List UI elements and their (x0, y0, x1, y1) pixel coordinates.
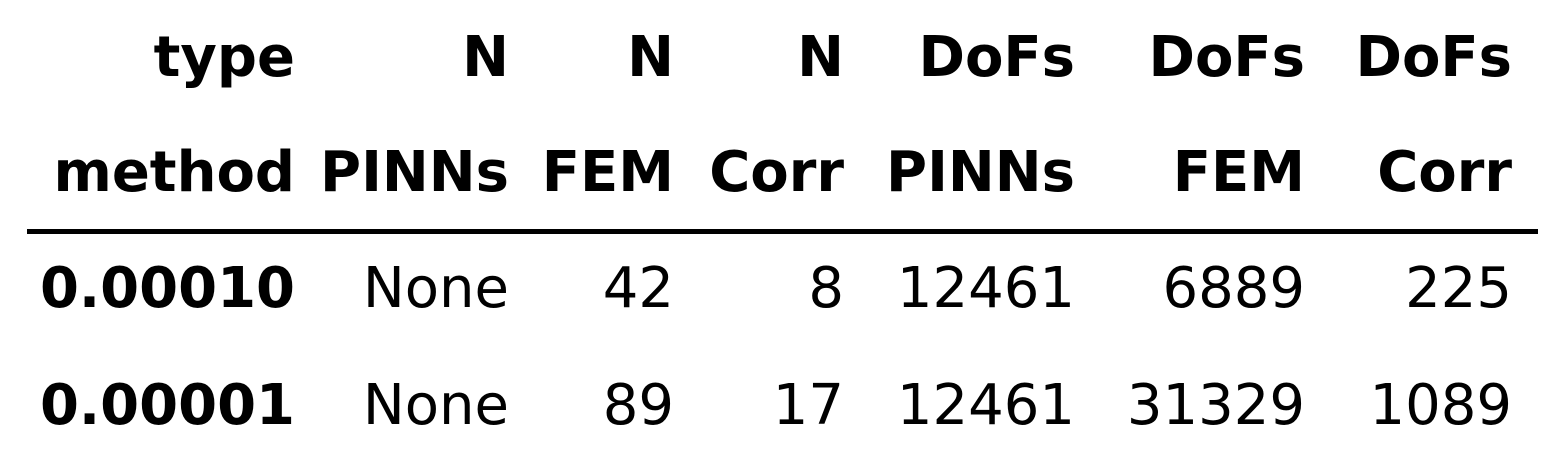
header-method-label: method (53, 140, 295, 205)
header-n-fem: N (627, 25, 674, 90)
header-pinns: PINNs (320, 140, 509, 205)
cell-dofs-fem: 6889 (1162, 256, 1305, 321)
row-index: 0.00001 (39, 373, 295, 438)
row-index: 0.00010 (39, 256, 295, 321)
header-fem-dofs: FEM (1172, 140, 1305, 205)
header-n-pinns: N (462, 25, 509, 90)
header-fem: FEM (541, 140, 674, 205)
cell-n-pinns: None (362, 373, 509, 438)
cell-dofs-corr: 225 (1405, 256, 1512, 321)
header-corr-dofs: Corr (1377, 140, 1512, 205)
header-dofs-corr: DoFs (1355, 25, 1512, 90)
cell-dofs-corr: 1089 (1369, 373, 1512, 438)
header-type-label: type (153, 25, 295, 90)
header-corr: Corr (709, 140, 844, 205)
cell-dofs-fem: 31329 (1126, 373, 1305, 438)
cell-dofs-pinns: 12461 (896, 373, 1075, 438)
header-pinns-dofs: PINNs (886, 140, 1075, 205)
cell-n-fem: 89 (602, 373, 674, 438)
cell-n-corr: 8 (808, 256, 844, 321)
header-dofs-pinns: DoFs (918, 25, 1075, 90)
cell-n-corr: 17 (772, 373, 844, 438)
header-n-corr: N (797, 25, 844, 90)
cell-dofs-pinns: 12461 (896, 256, 1075, 321)
header-dofs-fem: DoFs (1148, 25, 1305, 90)
cell-n-fem: 42 (602, 256, 674, 321)
header-divider (27, 229, 1538, 234)
cell-n-pinns: None (362, 256, 509, 321)
